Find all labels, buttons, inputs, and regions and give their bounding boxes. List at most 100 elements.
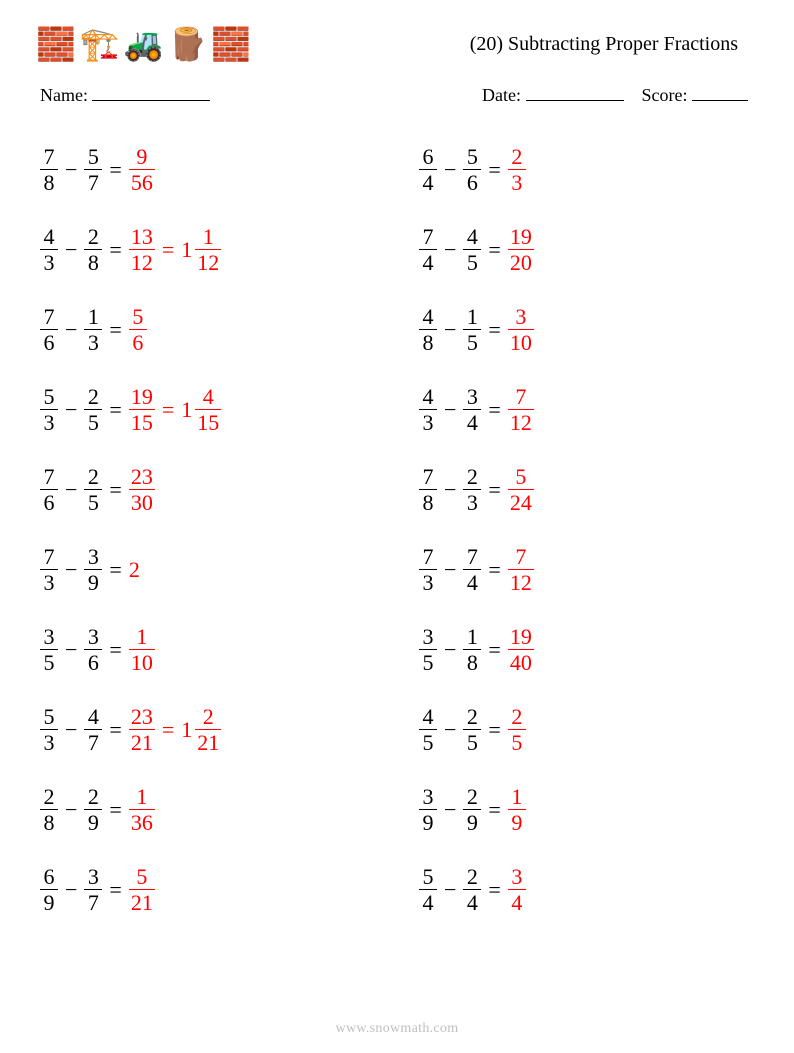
- numerator: 7: [513, 545, 528, 568]
- denominator: 5: [465, 731, 480, 754]
- score-label: Score:: [642, 85, 688, 105]
- fraction: 23: [463, 465, 481, 514]
- numerator: 5: [42, 385, 57, 408]
- minus-sign: −: [437, 157, 463, 183]
- header-icon-1: 🏗️: [80, 28, 120, 60]
- denominator: 6: [130, 331, 145, 354]
- fraction: 35: [40, 625, 58, 674]
- denominator: 8: [421, 331, 436, 354]
- equals-sign: =: [102, 877, 128, 903]
- fraction: 19: [508, 785, 526, 834]
- score-field: Score:: [642, 82, 748, 106]
- denominator: 21: [195, 731, 221, 754]
- numerator: 5: [513, 465, 528, 488]
- answer: 521: [129, 865, 155, 914]
- denominator: 12: [508, 411, 534, 434]
- numerator: 2: [509, 145, 524, 168]
- fraction: 48: [419, 305, 437, 354]
- numerator: 3: [509, 865, 524, 888]
- denominator: 5: [465, 251, 480, 274]
- problem-row: 76−25=2330: [40, 450, 379, 530]
- minus-sign: −: [437, 397, 463, 423]
- fraction: 45: [419, 705, 437, 754]
- numerator: 2: [86, 225, 101, 248]
- score-blank[interactable]: [692, 82, 748, 101]
- fraction: 112: [195, 225, 221, 274]
- equals-sign: =: [481, 637, 507, 663]
- name-blank[interactable]: [92, 82, 210, 101]
- minus-sign: −: [58, 557, 84, 583]
- fraction: 23: [508, 145, 526, 194]
- fraction: 1940: [508, 625, 534, 674]
- denominator: 10: [508, 331, 534, 354]
- problem-row: 43−34=712: [419, 370, 758, 450]
- numerator: 3: [513, 305, 528, 328]
- fraction: 1915: [129, 385, 155, 434]
- header-icon-0: 🧱: [36, 28, 76, 60]
- numerator: 7: [42, 145, 57, 168]
- numerator: 19: [508, 225, 534, 248]
- numerator: 7: [42, 305, 57, 328]
- denominator: 5: [465, 331, 480, 354]
- denominator: 9: [86, 571, 101, 594]
- equals-sign: =: [102, 157, 128, 183]
- fraction: 43: [40, 225, 58, 274]
- numerator: 7: [421, 225, 436, 248]
- fraction: 2330: [129, 465, 155, 514]
- problem-row: 43−28=1312=1112: [40, 210, 379, 290]
- numerator: 3: [421, 785, 436, 808]
- numerator: 7: [465, 545, 480, 568]
- denominator: 56: [129, 171, 155, 194]
- equals-sign: =: [481, 397, 507, 423]
- answer-int: 2: [129, 557, 140, 583]
- fraction: 1312: [129, 225, 155, 274]
- minus-sign: −: [58, 797, 84, 823]
- denominator: 7: [86, 171, 101, 194]
- answer: 310: [508, 305, 534, 354]
- fraction: 78: [419, 465, 437, 514]
- denominator: 4: [465, 571, 480, 594]
- equals-sign: =: [155, 717, 181, 743]
- denominator: 24: [508, 491, 534, 514]
- numerator: 2: [86, 385, 101, 408]
- fraction: 73: [40, 545, 58, 594]
- problem-row: 78−57=956: [40, 130, 379, 210]
- fraction: 73: [419, 545, 437, 594]
- numerator: 5: [42, 705, 57, 728]
- fraction: 34: [508, 865, 526, 914]
- date-blank[interactable]: [526, 82, 624, 101]
- fraction: 15: [463, 305, 481, 354]
- denominator: 5: [86, 491, 101, 514]
- denominator: 5: [421, 731, 436, 754]
- answer: 2: [129, 557, 140, 583]
- minus-sign: −: [58, 877, 84, 903]
- answer: 712: [508, 385, 534, 434]
- problem-row: 76−13=56: [40, 290, 379, 370]
- numerator: 3: [86, 545, 101, 568]
- numerator: 4: [421, 705, 436, 728]
- denominator: 20: [508, 251, 534, 274]
- problem-row: 64−56=23: [419, 130, 758, 210]
- numerator: 7: [421, 545, 436, 568]
- name-label: Name:: [40, 85, 88, 105]
- denominator: 36: [129, 811, 155, 834]
- numerator: 1: [465, 305, 480, 328]
- fraction: 136: [129, 785, 155, 834]
- fraction: 25: [84, 465, 102, 514]
- answer: 1312=1112: [129, 225, 221, 274]
- fraction: 69: [40, 865, 58, 914]
- numerator: 1: [509, 785, 524, 808]
- answer: 136: [129, 785, 155, 834]
- fraction: 45: [463, 225, 481, 274]
- minus-sign: −: [58, 317, 84, 343]
- denominator: 4: [421, 251, 436, 274]
- fraction: 56: [463, 145, 481, 194]
- denominator: 5: [86, 411, 101, 434]
- denominator: 8: [86, 251, 101, 274]
- denominator: 4: [421, 891, 436, 914]
- numerator: 4: [201, 385, 216, 408]
- numerator: 13: [129, 225, 155, 248]
- fraction: 34: [463, 385, 481, 434]
- equals-sign: =: [481, 157, 507, 183]
- problem-row: 73−39=2: [40, 530, 379, 610]
